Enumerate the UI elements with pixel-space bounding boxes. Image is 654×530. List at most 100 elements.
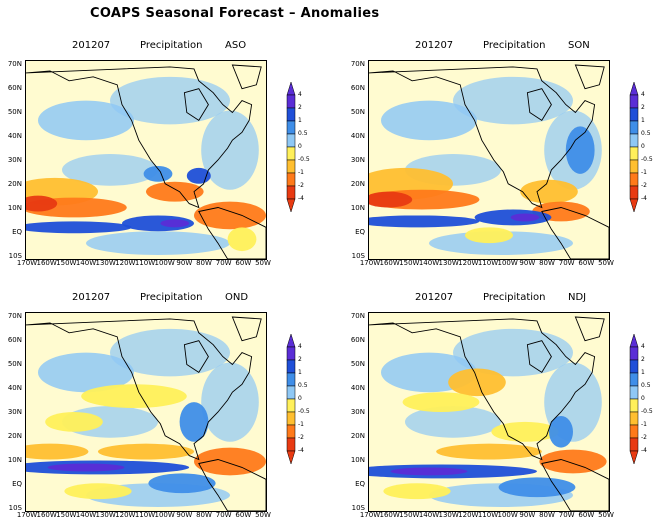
colorbar-segment [286, 172, 296, 187]
lon-tick-label: 90W [176, 259, 193, 267]
panel-variable: Precipitation [140, 40, 203, 51]
lat-tick-label: 50N [350, 108, 365, 116]
coastline [369, 318, 596, 461]
colorbar-segment [286, 346, 296, 361]
colorbar-label: 1 [298, 117, 302, 124]
anomaly-area [201, 362, 259, 442]
colorbar [286, 334, 296, 465]
colorbar-label: 0 [298, 395, 302, 402]
lat-tick-label: 60N [350, 336, 365, 344]
colorbar-segment [286, 424, 296, 439]
colorbar-label: -4 [641, 447, 647, 454]
colorbar-segment [286, 107, 296, 122]
anomaly-area [62, 154, 158, 186]
panel-season: NDJ [568, 292, 587, 303]
lon-tick-label: 170W [359, 259, 381, 267]
panel-season: OND [225, 292, 249, 303]
coastline [231, 316, 262, 342]
anomaly-area [98, 443, 194, 460]
colorbar-segment [629, 424, 639, 439]
colorbar-label: 2 [298, 104, 302, 111]
colorbar-segment [629, 437, 639, 452]
anomaly-area [453, 328, 573, 377]
anomaly-area [26, 195, 58, 212]
lat-tick-label: EQ [12, 228, 22, 236]
anomaly-area [26, 221, 132, 234]
lat-tick-label: 60N [7, 336, 22, 344]
colorbar [629, 334, 639, 465]
colorbar [629, 82, 639, 213]
coastline [574, 64, 605, 90]
coastline [183, 88, 209, 122]
anomaly-area [402, 392, 480, 412]
lat-tick-label: 10S [351, 504, 365, 512]
colorbar-label: -4 [641, 195, 647, 202]
lon-tick-label: 140W [75, 259, 97, 267]
colorbar-label: -0.5 [298, 408, 310, 415]
anomaly-area [160, 219, 190, 228]
lat-tick-label: 20N [7, 180, 22, 188]
colorbar-segment [286, 385, 296, 400]
lat-tick-label: EQ [355, 480, 365, 488]
lat-tick-label: 20N [350, 180, 365, 188]
anomaly-area [38, 352, 134, 393]
lat-tick-label: 70N [350, 60, 365, 68]
lon-tick-label: 100W [154, 259, 175, 267]
colorbar-label: 0 [641, 143, 645, 150]
coastline [26, 318, 253, 461]
anomaly-area [510, 213, 540, 222]
panel-variable: Precipitation [483, 40, 546, 51]
colorbar-label: -1 [641, 421, 647, 428]
colorbar-label: 1 [641, 117, 645, 124]
lat-tick-label: 50N [350, 360, 365, 368]
anomaly-map [25, 60, 267, 260]
colorbar-label: -2 [641, 434, 647, 441]
lon-tick-label: 150W [399, 259, 420, 267]
panel-date: 201207 [72, 40, 111, 51]
anomaly-area [81, 384, 187, 409]
lon-tick-label: 120W [458, 259, 479, 267]
colorbar-top-arrow [286, 334, 296, 348]
colorbar-segment [629, 107, 639, 122]
panel-date: 201207 [72, 292, 111, 303]
lat-tick-label: 30N [350, 156, 365, 164]
colorbar-bottom-arrow [286, 450, 296, 465]
colorbar-label: 0.5 [641, 382, 651, 389]
colorbar-segment [629, 359, 639, 374]
anomaly-area [448, 368, 506, 397]
anomaly-area [146, 181, 204, 202]
colorbar-segment [629, 120, 639, 135]
lon-tick-label: 170W [16, 511, 38, 519]
lon-tick-label: 110W [477, 259, 499, 267]
anomaly-area [45, 412, 103, 432]
coastline [26, 66, 253, 209]
lat-tick-label: 40N [7, 132, 22, 140]
lat-tick-label: 40N [350, 384, 365, 392]
colorbar-label: 2 [641, 356, 645, 363]
lon-tick-label: 150W [56, 511, 77, 519]
colorbar-segment [629, 172, 639, 187]
lon-tick-label: 100W [154, 511, 175, 519]
anomaly-area [110, 76, 230, 125]
anomaly-area [405, 406, 501, 438]
anomaly-area [227, 227, 257, 252]
lat-tick-label: 10S [8, 252, 22, 260]
coastline [526, 340, 552, 374]
lon-tick-label: 160W [379, 511, 400, 519]
lon-tick-label: 50W [598, 511, 614, 519]
coastline [541, 207, 609, 259]
panel-variable: Precipitation [140, 292, 203, 303]
colorbar-segment [286, 437, 296, 452]
colorbar-label: 4 [641, 343, 645, 350]
anomaly-area [194, 447, 266, 476]
colorbar-label: 0 [298, 143, 302, 150]
panel-date: 201207 [415, 40, 454, 51]
colorbar-segment [629, 411, 639, 426]
colorbar-label: 1 [298, 369, 302, 376]
colorbar-segment [286, 133, 296, 148]
lon-tick-label: 60W [578, 511, 595, 519]
lon-tick-label: 170W [16, 259, 38, 267]
lat-tick-label: 50N [7, 360, 22, 368]
anomaly-area [565, 126, 595, 174]
colorbar-label: 4 [298, 343, 302, 350]
